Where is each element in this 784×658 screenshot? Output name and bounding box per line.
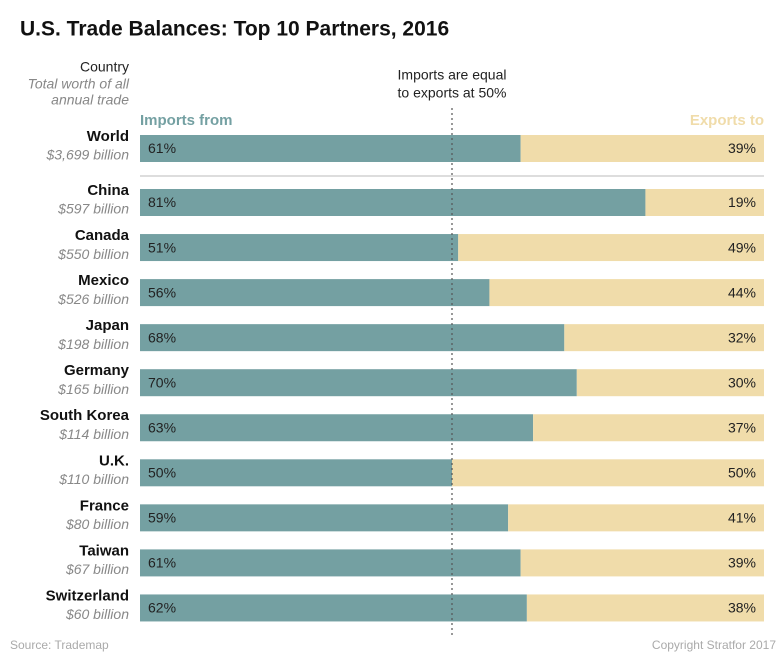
value-label: 56% bbox=[148, 284, 176, 300]
category-label: China bbox=[87, 182, 129, 199]
category-label: Switzerland bbox=[46, 587, 129, 604]
category-label: Taiwan bbox=[79, 542, 129, 559]
value-label: 41% bbox=[728, 510, 756, 526]
bar-segment bbox=[533, 414, 764, 442]
category-sublabel: $526 billion bbox=[57, 291, 129, 307]
category-label: World bbox=[87, 128, 129, 145]
bar-segment bbox=[140, 135, 521, 162]
legend-label: Exports to bbox=[690, 112, 764, 129]
annotation: to exports at 50% bbox=[398, 85, 507, 101]
bar-segment bbox=[140, 279, 490, 307]
bar-segment bbox=[458, 234, 764, 262]
value-label: 50% bbox=[728, 465, 756, 481]
value-label: 50% bbox=[148, 465, 176, 481]
value-label: 32% bbox=[728, 329, 756, 345]
bar-segment bbox=[140, 414, 534, 442]
category-label: France bbox=[80, 497, 129, 514]
subheader: annual trade bbox=[51, 92, 129, 108]
legend-label: Imports from bbox=[140, 112, 233, 129]
value-label: 19% bbox=[728, 194, 756, 210]
bar-segment bbox=[140, 369, 577, 397]
category-label: Japan bbox=[86, 317, 129, 334]
value-label: 51% bbox=[148, 239, 176, 255]
annotation: Imports are equal bbox=[398, 67, 507, 83]
value-label: 44% bbox=[728, 284, 756, 300]
bar-segment bbox=[508, 504, 764, 532]
category-label: Germany bbox=[64, 362, 130, 379]
value-label: 63% bbox=[148, 419, 176, 435]
value-label: 39% bbox=[728, 140, 756, 156]
bar-segment bbox=[140, 234, 459, 262]
category-sublabel: $110 billion bbox=[58, 471, 129, 487]
bar-segment bbox=[140, 459, 452, 487]
category-sublabel: $165 billion bbox=[57, 381, 129, 397]
bar-segment bbox=[576, 369, 764, 397]
value-label: 49% bbox=[728, 239, 756, 255]
category-sublabel: $550 billion bbox=[57, 246, 129, 262]
copyright: Copyright Stratfor 2017 bbox=[652, 638, 776, 652]
value-label: 38% bbox=[728, 600, 756, 616]
category-label: Mexico bbox=[78, 272, 129, 289]
bar-segment bbox=[526, 594, 764, 622]
bar-segment bbox=[140, 189, 646, 216]
value-label: 62% bbox=[148, 600, 176, 616]
bar-segment bbox=[140, 549, 521, 577]
bar-segment bbox=[520, 549, 764, 577]
category-sublabel: $60 billion bbox=[65, 606, 129, 622]
value-label: 81% bbox=[148, 194, 176, 210]
bar-segment bbox=[140, 324, 565, 352]
category-sublabel: $114 billion bbox=[58, 426, 129, 442]
bar-segment bbox=[140, 504, 509, 532]
value-label: 61% bbox=[148, 555, 176, 571]
category-sublabel: $597 billion bbox=[57, 201, 129, 217]
value-label: 30% bbox=[728, 374, 756, 390]
bar-segment bbox=[452, 459, 764, 487]
category-sublabel: $80 billion bbox=[65, 516, 129, 532]
category-sublabel: $67 billion bbox=[65, 561, 129, 577]
chart-title: U.S. Trade Balances: Top 10 Partners, 20… bbox=[20, 18, 449, 41]
category-sublabel: $3,699 billion bbox=[45, 147, 129, 163]
value-label: 61% bbox=[148, 140, 176, 156]
bar-segment bbox=[564, 324, 764, 352]
category-label: U.K. bbox=[99, 452, 129, 469]
value-label: 59% bbox=[148, 510, 176, 526]
value-label: 70% bbox=[148, 374, 176, 390]
bar-segment bbox=[520, 135, 764, 162]
bar-segment bbox=[489, 279, 764, 307]
bar-segment bbox=[140, 594, 527, 622]
subheader: Total worth of all bbox=[28, 76, 130, 92]
value-label: 39% bbox=[728, 555, 756, 571]
value-label: 68% bbox=[148, 329, 176, 345]
category-header: Country bbox=[80, 59, 129, 75]
category-label: Canada bbox=[75, 227, 130, 244]
category-label: South Korea bbox=[40, 407, 130, 424]
value-label: 37% bbox=[728, 419, 756, 435]
bar-segment bbox=[645, 189, 764, 216]
source: Source: Trademap bbox=[10, 638, 109, 652]
category-sublabel: $198 billion bbox=[57, 336, 129, 352]
